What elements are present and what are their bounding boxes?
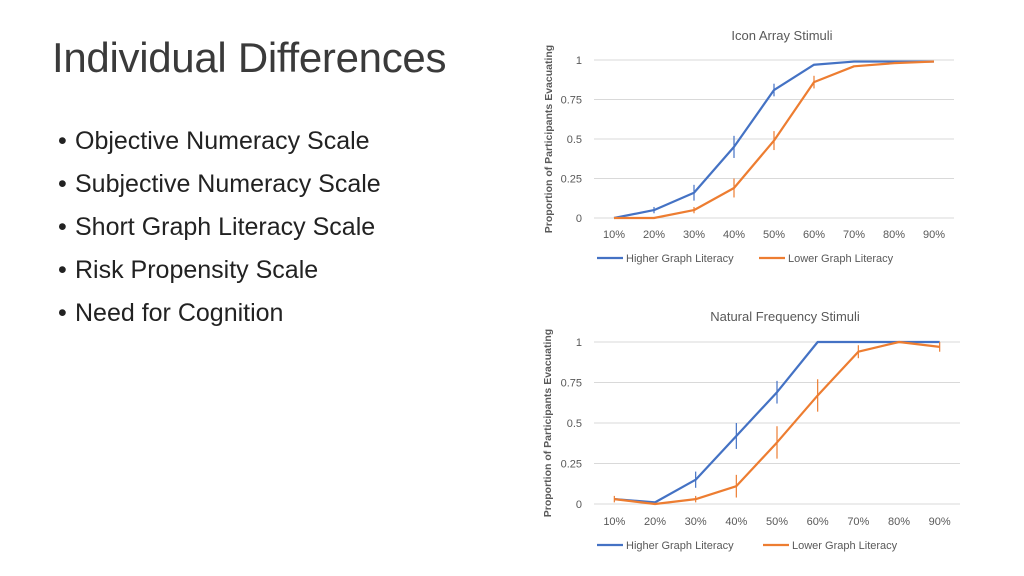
bullet-item: • Short Graph Literacy Scale (58, 206, 381, 249)
y-tick-label: 0.5 (567, 418, 582, 430)
x-tick-label: 50% (766, 516, 788, 528)
y-axis-label: Proportion of Participants Evacuating (543, 45, 555, 233)
x-tick-label: 90% (929, 516, 951, 528)
chart-title: Natural Frequency Stimuli (710, 309, 860, 324)
legend-label: Higher Graph Literacy (626, 253, 734, 265)
y-tick-label: 1 (576, 55, 582, 67)
x-tick-label: 40% (723, 229, 745, 241)
x-tick-label: 90% (923, 229, 945, 241)
y-tick-label: 0.25 (561, 459, 582, 471)
x-tick-label: 10% (603, 229, 625, 241)
bullet-text: Objective Numeracy Scale (75, 127, 370, 155)
x-tick-label: 80% (888, 516, 910, 528)
x-tick-label: 50% (763, 229, 785, 241)
bullet-list: • Objective Numeracy Scale • Subjective Nu… (58, 120, 381, 335)
x-tick-label: 70% (847, 516, 869, 528)
bullet-item: • Subjective Numeracy Scale (58, 163, 381, 206)
x-tick-label: 20% (643, 229, 665, 241)
slide-title: Individual Differences (52, 34, 447, 81)
bullet-text: Need for Cognition (75, 299, 284, 327)
x-tick-label: 30% (685, 516, 707, 528)
x-tick-label: 70% (843, 229, 865, 241)
y-tick-label: 0.75 (561, 378, 582, 390)
bullet-symbol: • (58, 299, 67, 327)
bullet-text: Risk Propensity Scale (75, 256, 319, 284)
chart-title: Icon Array Stimuli (731, 28, 832, 43)
bullet-text: Subjective Numeracy Scale (75, 170, 381, 198)
bullet-item: • Risk Propensity Scale (58, 249, 381, 292)
natural-frequency-chart: Natural Frequency Stimuli 0 0.25 0.5 0.75 1 10… (542, 309, 960, 552)
bullet-text: Short Graph Literacy Scale (75, 213, 376, 241)
y-tick-label: 1 (576, 337, 582, 349)
y-tick-label: 0 (576, 213, 582, 225)
x-tick-label: 20% (644, 516, 666, 528)
x-tick-label: 60% (807, 516, 829, 528)
legend-label: Lower Graph Literacy (788, 253, 894, 265)
x-tick-label: 60% (803, 229, 825, 241)
bullet-symbol: • (58, 127, 67, 155)
y-tick-label: 0.5 (567, 134, 582, 146)
y-tick-label: 0 (576, 499, 582, 511)
bullet-symbol: • (58, 170, 67, 198)
icon-array-chart: Icon Array Stimuli 0 0.25 0.5 0.75 1 10% 20% 30%… (543, 28, 954, 265)
bullet-item: • Objective Numeracy Scale (58, 120, 381, 163)
x-tick-label: 30% (683, 229, 705, 241)
x-tick-label: 40% (725, 516, 747, 528)
legend-label: Higher Graph Literacy (626, 540, 734, 552)
higher-graph-literacy-line (614, 340, 940, 504)
bullet-item: • Need for Cognition (58, 292, 381, 335)
y-tick-label: 0.25 (561, 174, 582, 186)
y-tick-label: 0.75 (561, 95, 582, 107)
y-axis-label: Proportion of Participants Evacuating (542, 329, 554, 517)
x-tick-label: 10% (603, 516, 625, 528)
bullet-symbol: • (58, 213, 67, 241)
bullet-symbol: • (58, 256, 67, 284)
x-tick-label: 80% (883, 229, 905, 241)
legend-label: Lower Graph Literacy (792, 540, 898, 552)
